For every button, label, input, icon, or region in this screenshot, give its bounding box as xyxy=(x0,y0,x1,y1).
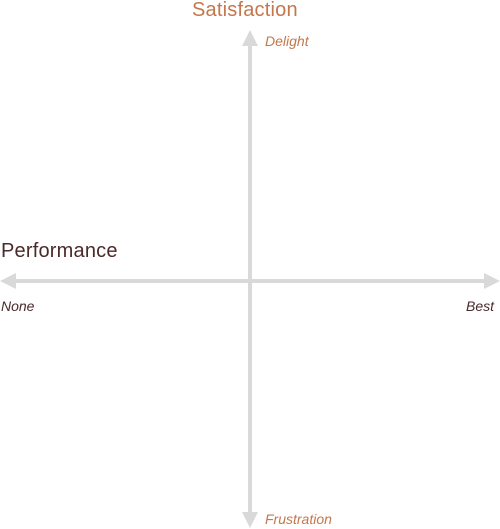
y-axis-title: Satisfaction xyxy=(192,0,298,21)
x-axis-right-label: Best xyxy=(465,298,494,314)
vertical-axis-up-arrow xyxy=(242,30,258,46)
vertical-axis-down-arrow xyxy=(242,512,258,528)
horizontal-axis-left-arrow xyxy=(0,273,16,289)
y-axis-top-label: Delight xyxy=(265,33,309,49)
horizontal-axis-right-arrow xyxy=(484,273,500,289)
x-axis-left-label: None xyxy=(1,298,35,314)
y-axis-bottom-label: Frustration xyxy=(265,511,332,527)
x-axis-title: Performance xyxy=(1,240,118,262)
